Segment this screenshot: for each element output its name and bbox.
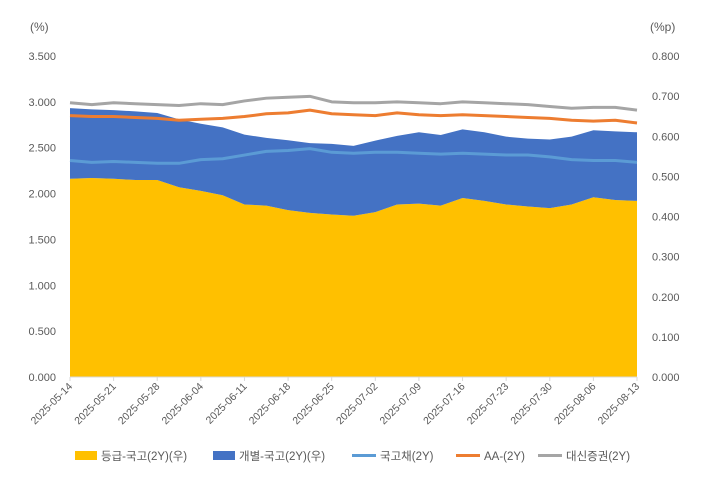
right-tick-label: 0.200 [652, 292, 680, 304]
area-series-0 [70, 177, 637, 377]
x-tick-label: 2025-07-16 [421, 381, 468, 428]
areas [70, 108, 637, 377]
legend-label: 등급-국고(2Y)(우) [101, 450, 187, 463]
right-tick-label: 0.800 [652, 51, 680, 63]
x-tick-label: 2025-07-02 [334, 381, 381, 428]
left-tick-label: 2.500 [28, 143, 56, 155]
x-tick-label: 2025-06-25 [290, 381, 337, 428]
legend-label: 대신증권(2Y) [566, 450, 630, 463]
right-tick-label: 0.400 [652, 212, 680, 224]
x-tick-label: 2025-05-28 [116, 381, 163, 428]
left-tick-label: 0.000 [28, 372, 56, 384]
left-tick-label: 3.500 [28, 51, 56, 63]
x-tick-label: 2025-06-04 [159, 381, 206, 428]
x-tick-label: 2025-08-06 [552, 381, 599, 428]
left-tick-label: 3.000 [28, 97, 56, 109]
right-tick-label: 0.600 [652, 131, 680, 143]
line-series-4 [69, 94, 638, 112]
legend-swatch [213, 451, 235, 460]
right-tick-label: 0.700 [652, 91, 680, 103]
x-tick-label: 2025-07-30 [508, 381, 555, 428]
left-axis-unit: (%) [30, 20, 49, 34]
right-axis-unit: (%p) [650, 20, 675, 34]
x-tick-label: 2025-05-21 [72, 381, 119, 428]
x-tick-label: 2025-08-13 [596, 381, 643, 428]
area-series-1 [70, 108, 637, 216]
right-tick-label: 0.500 [652, 171, 680, 183]
lines [69, 94, 638, 165]
legend-label: AA-(2Y) [484, 451, 525, 463]
legend-label: 개별-국고(2Y)(우) [239, 450, 325, 463]
left-tick-label: 1.500 [28, 234, 56, 246]
right-tick-label: 0.100 [652, 332, 680, 344]
x-tick-label: 2025-07-23 [465, 381, 512, 428]
left-tick-label: 2.000 [28, 189, 56, 201]
left-tick-label: 1.000 [28, 280, 56, 292]
x-tick-label: 2025-05-14 [29, 381, 76, 428]
line-series-3 [69, 108, 638, 125]
x-tick-label: 2025-07-09 [378, 381, 425, 428]
legend-swatch [75, 451, 97, 460]
x-tick-label: 2025-06-11 [204, 381, 250, 427]
line-series-2 [69, 147, 638, 165]
legend-label: 국고채(2Y) [380, 450, 434, 463]
x-tick-label: 2025-06-18 [247, 381, 294, 428]
left-tick-label: 0.500 [28, 326, 56, 338]
legend: 등급-국고(2Y)(우) 개별-국고(2Y)(우) 국고채(2Y) AA-(2Y) 대신… [75, 450, 630, 463]
right-tick-label: 0.000 [652, 372, 680, 384]
right-tick-label: 0.300 [652, 252, 680, 264]
